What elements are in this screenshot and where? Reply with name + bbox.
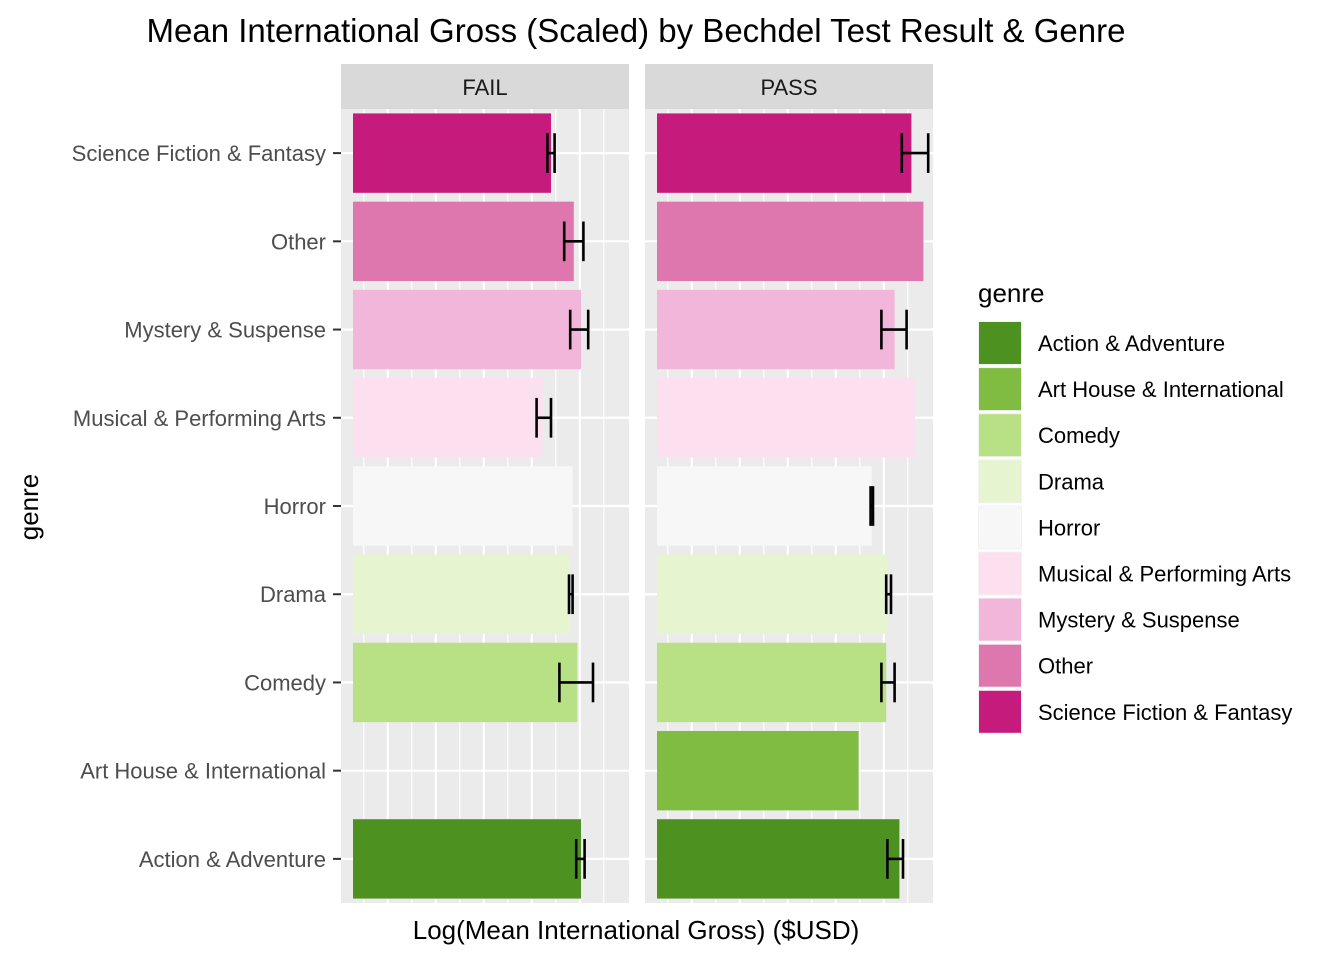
legend-label: Science Fiction & Fantasy [1038,700,1292,725]
bar-fail-other [353,201,574,282]
error-bar-pass-comedy [880,662,896,703]
legend-item-mystery-suspense: Mystery & Suspense [978,597,1240,642]
y-tick-label: Comedy [244,670,326,695]
legend-swatch [979,598,1021,641]
legend-item-science-fiction-fantasy: Science Fiction & Fantasy [978,689,1292,734]
bar-fail-mystery-suspense [353,289,581,370]
y-tick-label: Other [271,229,326,254]
error-bar-fail-comedy [558,662,595,703]
facet-strip [645,64,933,109]
bar-fail-horror [353,466,573,546]
bar-pass-musical-performing-arts [657,378,915,458]
x-axis-title: Log(Mean International Gross) ($USD) [413,915,860,945]
facet-panel-fail: FAIL [341,64,629,903]
error-bar-fail-other [562,221,585,262]
legend-item-musical-performing-arts: Musical & Performing Arts [978,551,1291,596]
legend: genre Action & Adventure Art House & Inte… [978,278,1292,734]
legend-swatch [979,644,1021,687]
bar-fail-action-adventure [353,819,581,899]
y-tick-labels: Action & Adventure Art House & Internatio… [72,141,341,872]
y-tick-label: Science Fiction & Fantasy [72,141,326,166]
error-bar-fail-drama [567,574,574,615]
error-bar-pass-action-adventure [886,839,905,879]
legend-swatch [979,506,1021,549]
legend-swatch [979,414,1021,457]
legend-label: Art House & International [1038,377,1284,402]
legend-label: Horror [1038,515,1100,540]
legend-label: Musical & Performing Arts [1038,562,1291,587]
y-tick-label: Art House & International [80,759,326,784]
facet-strip [341,64,629,109]
y-tick-label: Mystery & Suspense [124,318,326,343]
legend-label: Comedy [1038,423,1120,448]
chart-title: Mean International Gross (Scaled) by Bec… [147,12,1126,49]
bar-fail-comedy [353,642,578,723]
y-tick-label: Horror [264,494,326,519]
legend-title: genre [978,278,1045,308]
bar-pass-action-adventure [657,819,900,899]
bar-pass-mystery-suspense [657,289,895,370]
y-tick-label: Action & Adventure [139,847,326,872]
y-axis-title: genre [14,474,44,541]
legend-swatch [979,690,1021,733]
error-bar-pass-horror [869,486,875,526]
legend-swatch [979,368,1021,411]
error-bar-pass-mystery-suspense [880,309,908,350]
facet-strip-label: PASS [760,75,817,100]
bar-fail-drama [353,554,571,634]
error-bar-fail-action-adventure [574,839,586,879]
bar-fail-musical-performing-arts [353,378,543,458]
bar-pass-horror [657,466,872,546]
legend-label: Action & Adventure [1038,331,1225,356]
error-bar-pass-science-fiction-fantasy [900,133,930,173]
error-bar-fail-musical-performing-arts [535,397,553,438]
bar-pass-art-house-international [657,730,859,811]
legend-item-horror: Horror [978,505,1100,550]
legend-item-art-house-international: Art House & International [978,367,1284,412]
legend-item-action-adventure: Action & Adventure [978,321,1225,365]
legend-label: Drama [1038,469,1105,494]
bar-pass-comedy [657,642,887,723]
bar-fail-science-fiction-fantasy [353,113,551,193]
legend-swatch [979,552,1021,595]
bar-pass-other [657,201,924,282]
facet-panels: FAIL PASS [341,64,933,903]
y-tick-label: Musical & Performing Arts [73,406,326,431]
bar-pass-drama [657,554,888,634]
legend-item-comedy: Comedy [978,413,1120,458]
error-bar-fail-science-fiction-fantasy [546,133,556,173]
legend-label: Mystery & Suspense [1038,608,1240,633]
legend-swatch [979,322,1021,364]
legend-label: Other [1038,654,1093,679]
bar-pass-science-fiction-fantasy [657,113,912,193]
error-bar-pass-drama [884,574,893,615]
legend-item-other: Other [978,643,1093,688]
legend-swatch [979,460,1021,503]
facet-strip-label: FAIL [462,75,507,100]
y-tick-label: Drama [260,582,327,607]
facet-panel-pass: PASS [645,64,933,903]
legend-item-drama: Drama [978,459,1105,504]
error-bar-fail-mystery-suspense [568,309,590,350]
